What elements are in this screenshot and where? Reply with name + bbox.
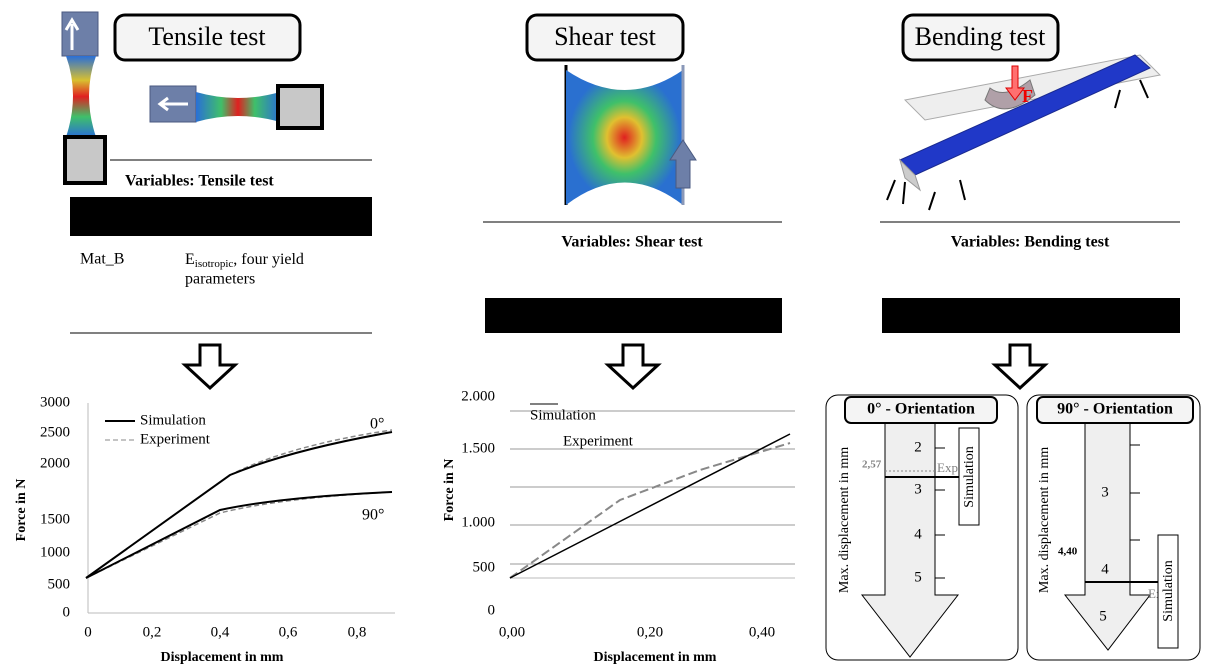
grip [278,86,322,128]
legend-entry: Simulation [530,407,596,423]
scale-label: 5 [1099,608,1107,624]
y-tick-label: 0 [488,602,496,618]
tensile-chart: 3000 2500 2000 1500 1000 500 0 0 0,2 0,4… [14,394,395,665]
specimen [196,92,280,122]
sim-label: Simulation [962,446,977,507]
gauge-title: 0° - Orientation [867,401,975,418]
scale-label: 4 [1101,561,1109,577]
exp-label: Exp. [937,460,961,475]
y-axis-label: Force in N [442,459,457,522]
scale-label: 5 [914,569,922,585]
parameter-text: parameters [185,271,255,288]
specimen [566,70,683,205]
x-tick-label: 0,6 [279,624,298,640]
bending-illustration: F [887,55,1160,210]
x-axis-label: Displacement in mm [594,650,717,665]
legend-entry: Experiment [140,431,211,447]
redacted-block [70,197,372,236]
down-arrow [185,345,235,388]
marker-value: 2,57 [862,459,882,471]
x-tick-label: 0,00 [499,624,525,640]
force-label: F [1022,86,1033,106]
redacted-block [485,298,782,333]
legend-entry: Experiment [563,433,634,449]
scale-label: 4 [914,526,922,542]
down-arrow [995,345,1045,388]
gauge-y-label: Max. displacement in mm [837,447,852,593]
marker-value: 4,40 [1058,546,1078,558]
specimen [66,56,96,137]
grip [62,12,98,56]
gauge-y-label: Max. displacement in mm [1037,447,1052,593]
y-tick-label: 1.500 [461,440,495,456]
parameter-text: Eisotropic, four yield [185,251,304,270]
curve [510,443,790,578]
panel-title: Tensile test [148,22,266,51]
y-tick-label: 500 [473,559,496,575]
y-tick-label: 0 [63,604,71,620]
panel-title: Shear test [554,22,657,51]
y-axis-label: Force in N [14,479,29,542]
grip [65,137,105,183]
redacted-block [882,298,1180,333]
variables-label: Variables: Tensile test [125,173,274,190]
sim-label: Simulation [1161,560,1176,621]
material: Mat_B [80,251,124,268]
y-tick-label: 3000 [40,394,70,410]
y-tick-label: 1500 [40,511,70,527]
curve [510,434,790,578]
x-tick-label: 0,2 [143,624,162,640]
y-tick-label: 2500 [40,424,70,440]
scale-label: 3 [1101,484,1109,500]
x-tick-label: 0,8 [348,624,367,640]
legend-entry: Simulation [140,412,206,428]
gauge: 90° - Orientation 3 4 5 4,40 Exp. Simula… [1027,395,1200,660]
y-tick-label: 1000 [40,544,70,560]
symbol: E [185,251,195,268]
curve [86,492,392,578]
gauge: 0° - Orientation 2 3 4 5 2,57 Exp. Simul… [826,395,1018,660]
shear-illustration [566,65,696,205]
scale-label: 3 [914,481,922,497]
parameter-rest: , four yield [233,251,304,268]
x-axis-label: Displacement in mm [161,650,284,665]
figure: Tensile test Variables: Tensile test Mat… [0,0,1211,669]
gauge-title: 90° - Orientation [1057,401,1173,418]
shear-chart: 2.000 1.500 1.000 500 0 0,00 0,20 0,40 F… [442,388,795,665]
down-arrow [608,345,658,388]
y-tick-label: 1.000 [461,514,495,530]
y-tick-label: 2.000 [461,388,495,404]
scale-label: 2 [914,439,922,455]
annotation: 90° [362,507,384,524]
curve [86,492,392,578]
x-tick-label: 0,40 [749,624,775,640]
y-tick-label: 500 [48,576,71,592]
annotation: 0° [370,416,384,433]
variables-label: Variables: Bending test [951,234,1110,251]
x-tick-label: 0,20 [637,624,663,640]
variables-label: Variables: Shear test [561,234,703,251]
y-tick-label: 2000 [40,455,70,471]
x-tick-label: 0,4 [211,624,230,640]
x-tick-label: 0 [84,624,92,640]
panel-title: Bending test [915,22,1046,51]
subscript: isotropic [195,258,234,270]
